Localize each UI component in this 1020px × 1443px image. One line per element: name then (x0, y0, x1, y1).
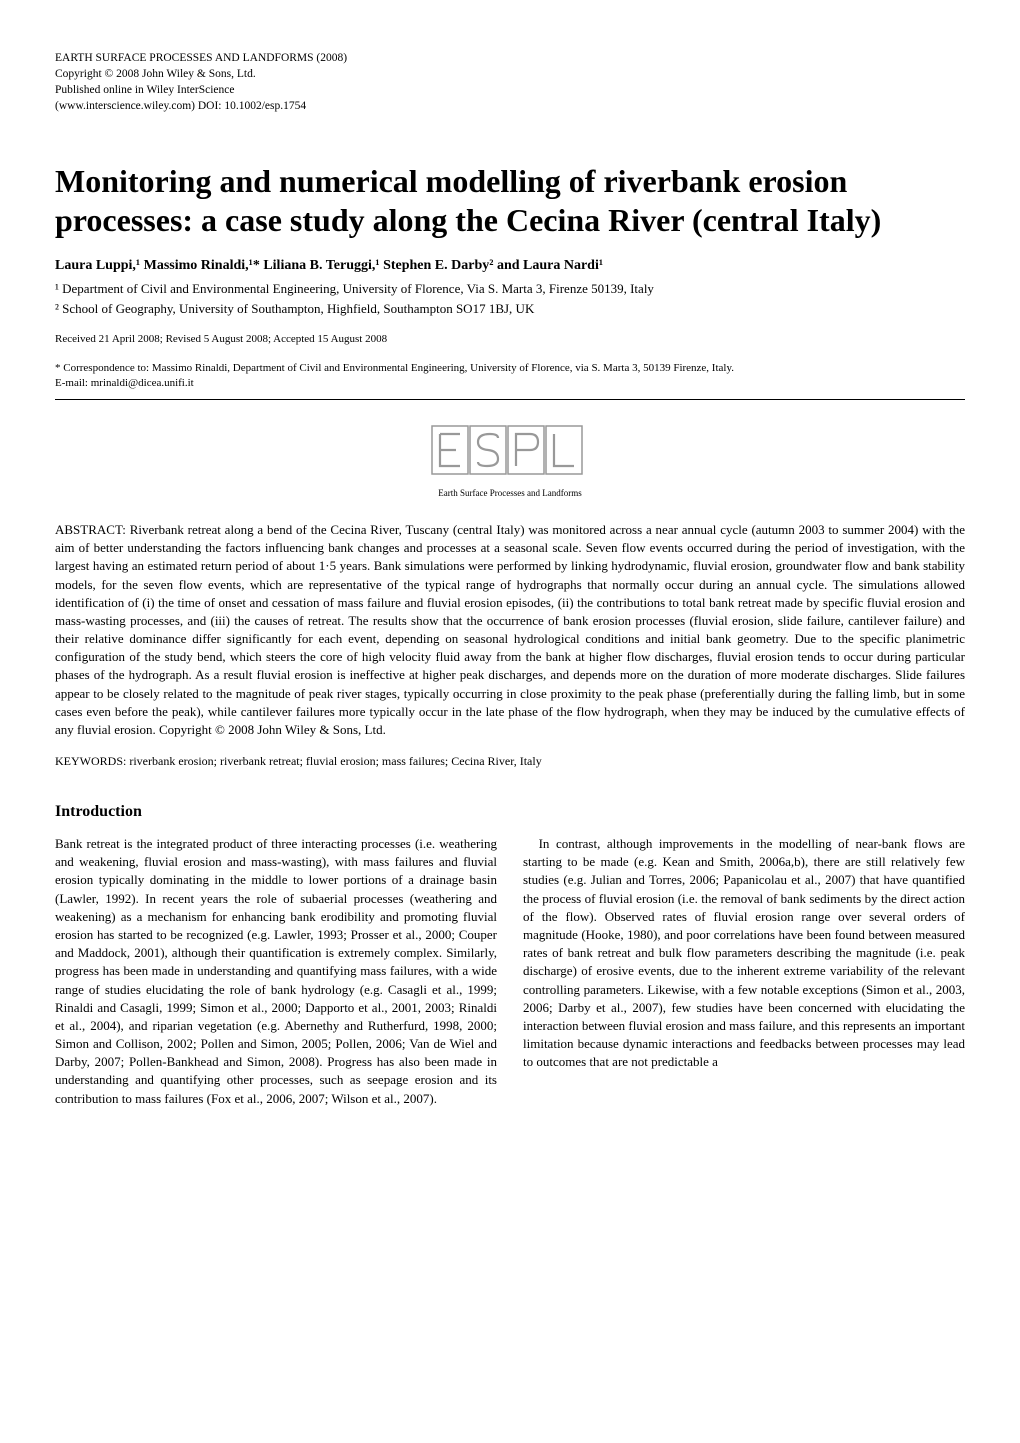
journal-name: EARTH SURFACE PROCESSES AND LANDFORMS (2… (55, 50, 965, 66)
affiliation-2: ² School of Geography, University of Sou… (55, 300, 965, 318)
affiliations-block: ¹ Department of Civil and Environmental … (55, 280, 965, 318)
doi-line: (www.interscience.wiley.com) DOI: 10.100… (55, 98, 965, 114)
keywords-block: KEYWORDS: riverbank erosion; riverbank r… (55, 753, 965, 769)
abstract-label: ABSTRACT: (55, 522, 126, 537)
published-online: Published online in Wiley InterScience (55, 82, 965, 98)
copyright-line: Copyright © 2008 John Wiley & Sons, Ltd. (55, 66, 965, 82)
abstract-text: Riverbank retreat along a bend of the Ce… (55, 522, 965, 737)
intro-para-1: Bank retreat is the integrated product o… (55, 835, 497, 1108)
received-dates: Received 21 April 2008; Revised 5 August… (55, 332, 965, 347)
espl-logo-svg (430, 422, 590, 478)
keywords-label: KEYWORDS: (55, 754, 126, 768)
keywords-text: riverbank erosion; riverbank retreat; fl… (129, 754, 541, 768)
article-title: Monitoring and numerical modelling of ri… (55, 162, 965, 239)
logo-caption: Earth Surface Processes and Landforms (55, 487, 965, 499)
correspondence-line1: * Correspondence to: Massimo Rinaldi, De… (55, 361, 965, 376)
body-text-columns: Bank retreat is the integrated product o… (55, 835, 965, 1108)
correspondence-line2: E-mail: mrinaldi@dicea.unifi.it (55, 376, 965, 391)
introduction-heading: Introduction (55, 801, 965, 823)
header-metadata: EARTH SURFACE PROCESSES AND LANDFORMS (2… (55, 50, 965, 114)
journal-logo: Earth Surface Processes and Landforms (55, 422, 965, 499)
intro-para-2: In contrast, although improvements in th… (523, 835, 965, 1071)
affiliation-1: ¹ Department of Civil and Environmental … (55, 280, 965, 298)
authors-line: Laura Luppi,¹ Massimo Rinaldi,¹* Liliana… (55, 257, 965, 276)
abstract-block: ABSTRACT: Riverbank retreat along a bend… (55, 521, 965, 739)
correspondence-block: * Correspondence to: Massimo Rinaldi, De… (55, 361, 965, 391)
divider-line (55, 399, 965, 400)
